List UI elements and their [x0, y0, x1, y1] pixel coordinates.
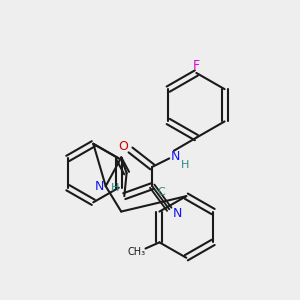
Text: O: O [118, 140, 128, 153]
Text: N: N [95, 180, 104, 193]
Text: F: F [193, 59, 200, 72]
Text: N: N [172, 207, 182, 220]
Text: C: C [158, 187, 165, 197]
Text: N: N [171, 150, 180, 164]
Text: H: H [111, 184, 119, 194]
Text: CH₃: CH₃ [127, 247, 145, 256]
Text: H: H [181, 160, 189, 170]
